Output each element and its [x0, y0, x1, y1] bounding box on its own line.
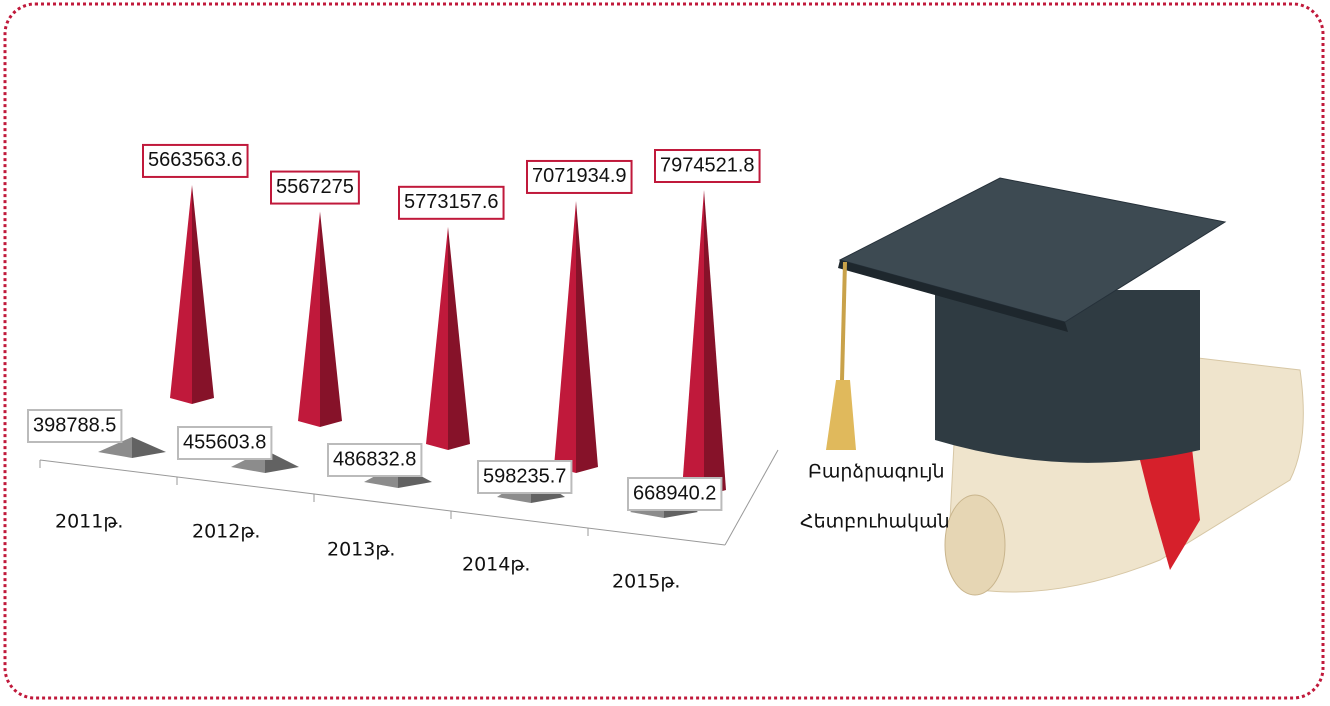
pyramid-face-right	[265, 449, 299, 473]
data-label-box	[398, 185, 505, 220]
data-label: 7974521.8	[660, 154, 755, 176]
pyramid	[298, 211, 342, 427]
pyramid	[426, 226, 470, 450]
data-label-box	[477, 460, 573, 494]
pyramid-face-right	[192, 184, 214, 404]
data-label: 7071934.9	[532, 165, 627, 187]
data-label: 455603.8	[183, 431, 266, 453]
x-tick-label: 2011թ.	[55, 511, 123, 533]
data-label: 5773157.6	[404, 191, 499, 213]
data-label-box	[177, 426, 273, 460]
pyramid-face-left	[98, 436, 132, 458]
data-label: 598235.7	[483, 465, 566, 487]
frame	[3, 2, 1325, 700]
x-tick-label: 2012թ.	[192, 521, 260, 543]
x-tick-label: 2014թ.	[462, 554, 530, 576]
depth-axis	[724, 449, 779, 546]
data-label-box	[627, 477, 723, 511]
x-tick-label: 2015թ.	[612, 571, 680, 593]
data-label-box	[327, 443, 423, 477]
data-label-box	[270, 170, 360, 205]
data-label: 486832.8	[333, 448, 416, 470]
pyramid	[682, 190, 726, 496]
pyramid-face-left	[170, 184, 192, 404]
pyramid	[98, 436, 166, 458]
pyramid-face-right	[576, 200, 598, 474]
floor-axis	[39, 459, 726, 546]
pyramid-face-right	[132, 436, 166, 458]
pyramid-face-left	[426, 226, 448, 450]
data-label: 398788.5	[33, 414, 116, 436]
pyramid-face-left	[554, 200, 576, 474]
pyramid-face-right	[704, 190, 726, 496]
pyramid-face-right	[448, 226, 470, 450]
series-label: Բարձրագույն	[808, 461, 945, 483]
illustration	[826, 177, 1304, 596]
data-label-box	[27, 409, 123, 443]
series-label: Հետբուհական	[800, 511, 950, 533]
pyramid	[170, 184, 214, 404]
pyramid-face-right	[320, 211, 342, 427]
data-label: 668940.2	[633, 482, 716, 504]
data-label: 5663563.6	[148, 149, 243, 171]
pyramid-face-left	[682, 190, 704, 496]
x-tick-label: 2013թ.	[327, 539, 395, 561]
data-label: 5567275	[276, 176, 354, 198]
data-label-box	[654, 149, 761, 183]
data-label-box	[142, 143, 249, 178]
pyramid	[554, 200, 598, 474]
pyramid-face-left	[298, 211, 320, 427]
data-label-box	[526, 159, 633, 194]
